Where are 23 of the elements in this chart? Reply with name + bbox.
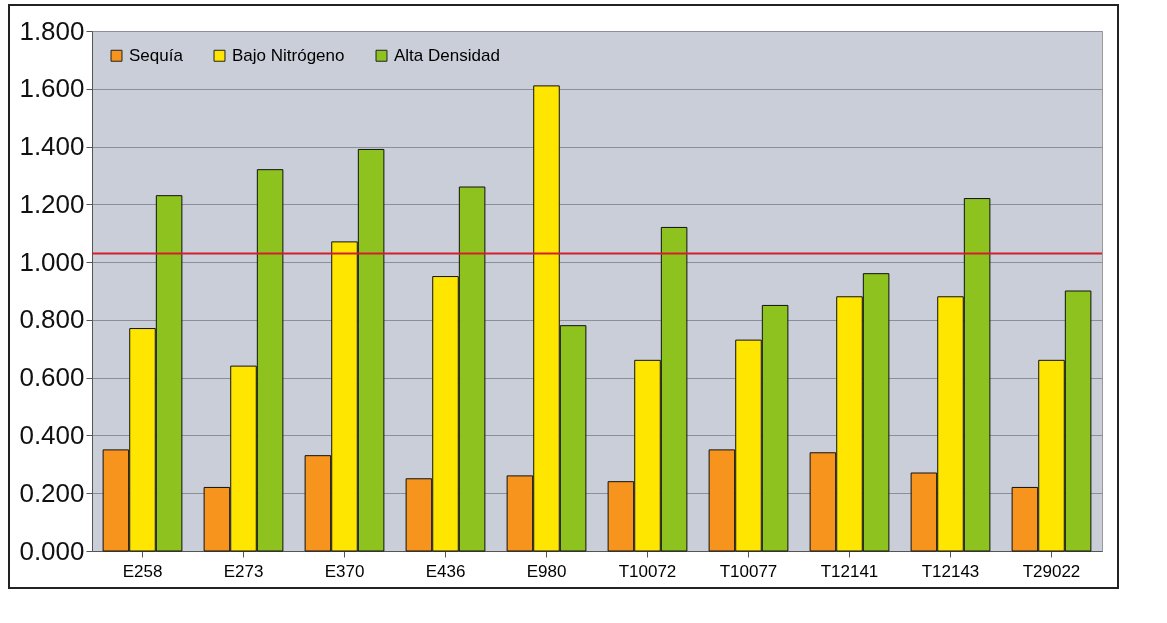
legend-label: Alta Densidad bbox=[394, 45, 500, 65]
y-tick-label: 1.600 bbox=[19, 73, 85, 104]
x-tick-label: E436 bbox=[425, 561, 466, 581]
x-tick-label: T29022 bbox=[1022, 561, 1081, 581]
x-tick-label: E370 bbox=[324, 561, 365, 581]
x-tick-label: E273 bbox=[223, 561, 264, 581]
y-tick-label: 1.000 bbox=[19, 246, 85, 277]
x-tick-label: E258 bbox=[122, 561, 163, 581]
y-tick-label: 0.600 bbox=[19, 362, 85, 393]
x-tick-label: E980 bbox=[526, 561, 567, 581]
y-tick-label: 0.000 bbox=[19, 535, 85, 566]
legend-label: Sequía bbox=[129, 45, 184, 65]
x-tick-label: T10072 bbox=[618, 561, 677, 581]
y-tick-label: 0.400 bbox=[19, 419, 85, 450]
y-tick-label: 0.200 bbox=[19, 477, 85, 508]
y-tick-label: 0.800 bbox=[19, 304, 85, 335]
x-tick-label: T12143 bbox=[921, 561, 980, 581]
x-tick-label: T10077 bbox=[719, 561, 778, 581]
y-tick-label: 1.200 bbox=[19, 188, 85, 219]
y-tick-label: 1.800 bbox=[19, 15, 85, 46]
x-tick-label: T12141 bbox=[820, 561, 879, 581]
y-tick-label: 1.400 bbox=[19, 131, 85, 162]
legend-label: Bajo Nitrógeno bbox=[232, 45, 345, 65]
